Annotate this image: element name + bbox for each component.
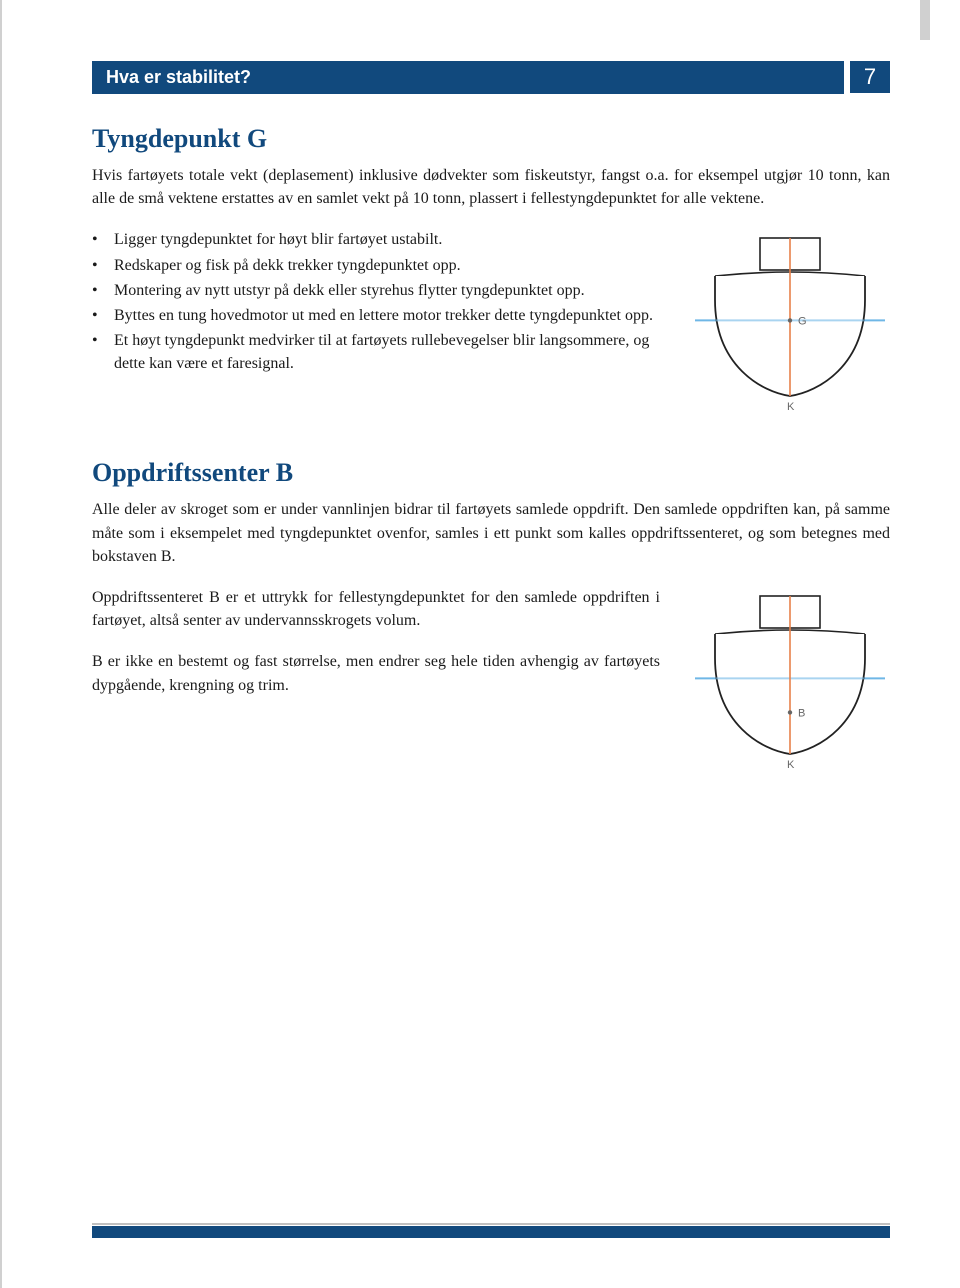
header-bar: Hva er stabilitet? 7 [92,60,890,94]
hull-diagram-g: GK [690,228,890,418]
section-title: Oppdriftssenter B [92,458,890,488]
paragraph: Alle deler av skroget som er under vannl… [92,498,890,568]
list-item: Redskaper og fisk på dekk trekker tyngde… [114,254,660,277]
svg-text:K: K [787,759,795,771]
section-title: Tyngdepunkt G [92,124,890,154]
list-item: Et høyt tyngdepunkt medvirker til at far… [114,329,660,375]
svg-text:B: B [798,707,805,719]
list-item: Byttes en tung hovedmotor ut med en lett… [114,304,660,327]
hull-diagram-b: BK [690,586,890,776]
page: Hva er stabilitet? 7 Tyngdepunkt G Hvis … [0,0,960,1288]
svg-text:K: K [787,401,795,413]
intro-paragraph: Hvis fartøyets totale vekt (deplasement)… [92,164,890,210]
footer-bar [92,1226,890,1238]
page-number: 7 [850,61,890,93]
header-title: Hva er stabilitet? [92,61,844,94]
list-item: Montering av nytt utstyr på dekk eller s… [114,279,660,302]
bullet-list: Ligger tyngdepunktet for høyt blir fartø… [92,228,660,375]
page-edge-mark [920,0,930,40]
svg-text:G: G [798,316,807,328]
section-oppdriftssenter: Oppdriftssenter B Alle deler av skroget … [92,458,890,776]
section-tyngdepunkt: Tyngdepunkt G Hvis fartøyets totale vekt… [92,124,890,418]
list-item: Ligger tyngdepunktet for høyt blir fartø… [114,228,660,251]
paragraph: Oppdriftssenteret B er et uttrykk for fe… [92,586,660,632]
paragraph: B er ikke en bestemt og fast størrelse, … [92,650,660,696]
